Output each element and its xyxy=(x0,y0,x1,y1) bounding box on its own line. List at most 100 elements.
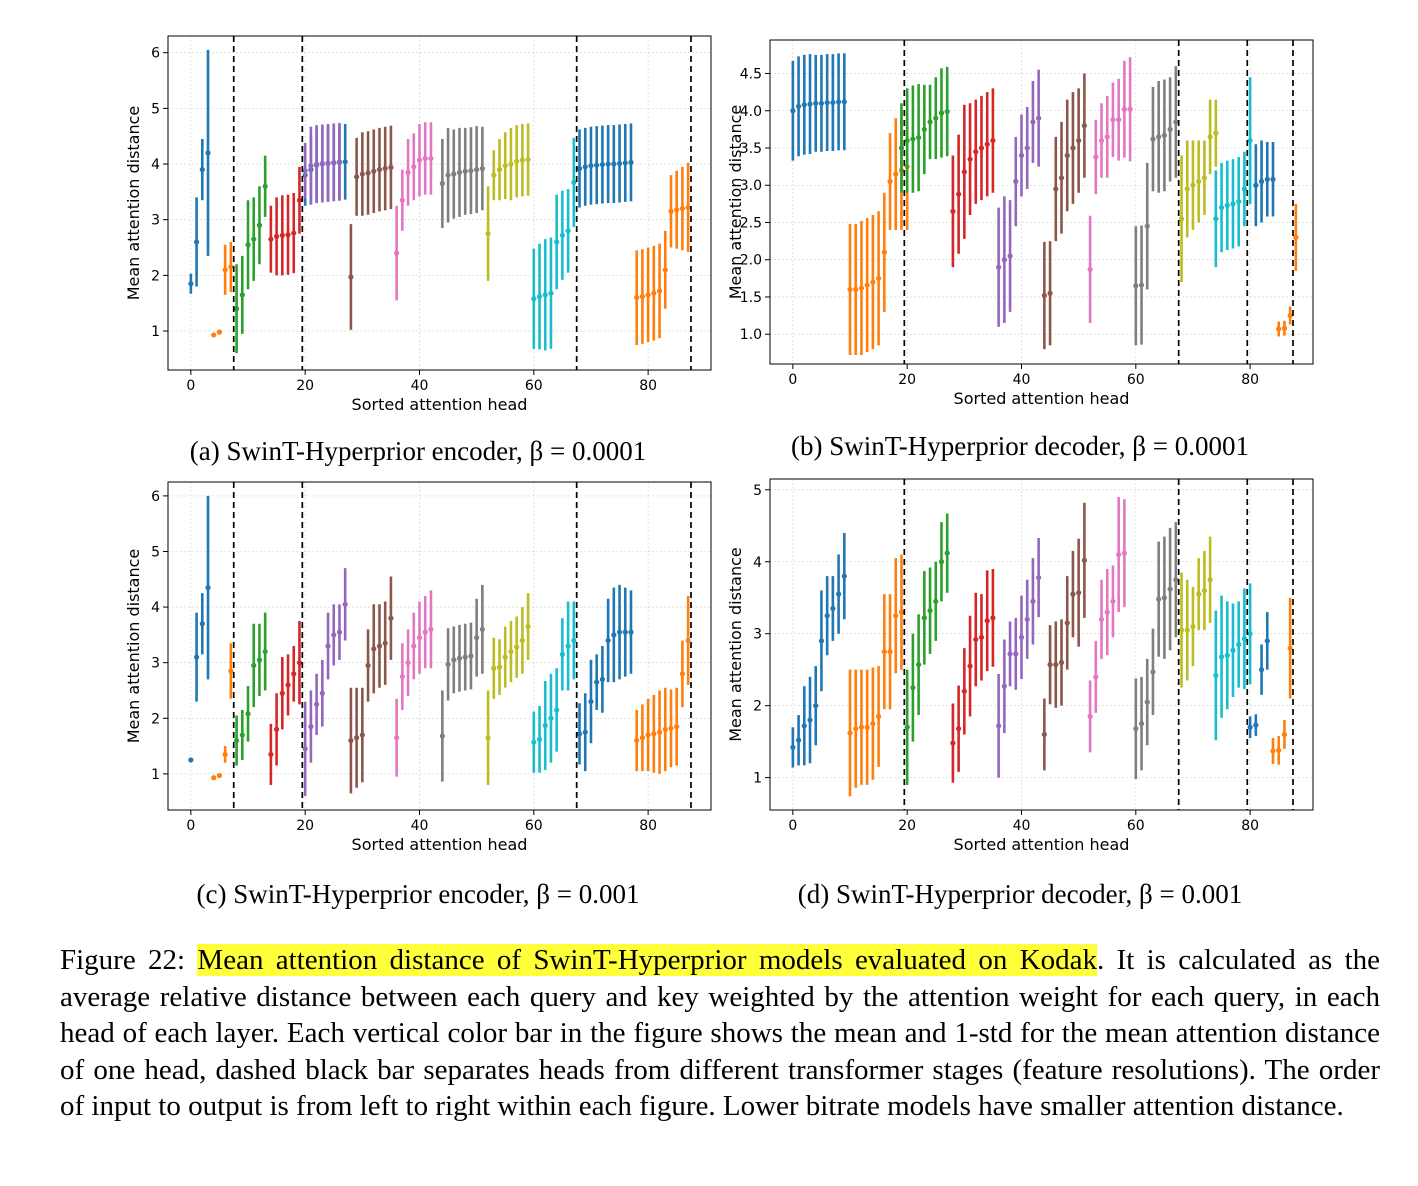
mean-point xyxy=(1258,667,1265,673)
mean-point xyxy=(525,156,531,163)
mean-point xyxy=(388,615,394,621)
mean-point xyxy=(1053,662,1059,668)
mean-point xyxy=(1098,137,1105,144)
x-axis-label: Sorted attention head xyxy=(352,395,528,414)
mean-point xyxy=(371,168,377,174)
mean-point xyxy=(1201,175,1207,181)
mean-point xyxy=(239,292,245,298)
mean-point xyxy=(411,643,417,649)
x-tick-label: 60 xyxy=(525,818,543,834)
mean-point xyxy=(801,102,807,108)
mean-point xyxy=(325,643,331,649)
mean-point xyxy=(668,725,674,731)
mean-point xyxy=(950,208,956,214)
mean-point xyxy=(1161,595,1167,601)
mean-point xyxy=(685,637,691,644)
mean-point xyxy=(405,660,411,666)
mean-point xyxy=(1270,176,1276,182)
x-tick-label: 0 xyxy=(788,372,797,388)
mean-point xyxy=(927,119,933,125)
mean-point xyxy=(542,722,548,729)
subfigure-caption: (a) SwinT-Hyperprior encoder, β = 0.0001 xyxy=(190,436,647,466)
mean-point xyxy=(662,726,668,732)
mean-point xyxy=(576,165,583,172)
mean-point xyxy=(1047,290,1053,296)
mean-point xyxy=(628,159,634,165)
mean-point xyxy=(668,208,674,214)
mean-point xyxy=(881,249,887,255)
mean-point xyxy=(876,713,882,720)
mean-point xyxy=(887,649,893,655)
mean-point xyxy=(188,757,194,763)
y-tick-label: 4.5 xyxy=(740,67,762,83)
mean-point xyxy=(456,169,463,175)
mean-point xyxy=(279,690,285,696)
mean-point xyxy=(616,629,623,635)
y-tick-label: 2 xyxy=(151,711,160,727)
mean-point xyxy=(582,729,588,735)
y-tick-label: 2 xyxy=(753,699,762,715)
mean-point xyxy=(807,101,813,107)
x-axis-label: Sorted attention head xyxy=(352,835,528,854)
mean-point xyxy=(399,673,405,680)
chart-a: 0 20 40 60 80 1 2 3 4 5 6 Sorted attention head Mean… xyxy=(124,35,712,466)
mean-point xyxy=(354,735,360,741)
mean-point xyxy=(336,159,343,165)
y-tick-label: 3.5 xyxy=(740,141,762,157)
mean-point xyxy=(1241,636,1248,642)
mean-point xyxy=(1064,620,1070,626)
y-tick-label: 3 xyxy=(753,627,762,643)
mean-point xyxy=(1178,216,1185,222)
mean-point xyxy=(474,635,480,641)
mean-point xyxy=(898,145,905,151)
mean-point xyxy=(1018,152,1025,159)
mean-point xyxy=(325,160,331,166)
x-tick-label: 80 xyxy=(1241,818,1259,834)
mean-point xyxy=(319,690,325,696)
x-tick-label: 20 xyxy=(898,372,916,388)
mean-point xyxy=(1098,616,1105,622)
mean-point xyxy=(824,99,830,106)
mean-point xyxy=(1281,325,1288,331)
caption-highlight: Mean attention distance of SwinT-Hyperpr… xyxy=(197,944,1097,976)
mean-point xyxy=(870,721,876,727)
mean-point xyxy=(542,292,548,298)
mean-point xyxy=(1133,283,1139,289)
mean-point xyxy=(1070,145,1076,151)
mean-point xyxy=(818,100,825,106)
mean-point xyxy=(904,724,910,730)
mean-point xyxy=(559,651,565,657)
mean-point xyxy=(1150,669,1156,675)
mean-point xyxy=(645,292,651,298)
mean-point xyxy=(628,629,634,635)
mean-point xyxy=(319,160,325,167)
y-axis-label: Mean attention distance xyxy=(124,549,143,744)
mean-point xyxy=(651,731,657,737)
mean-point xyxy=(830,605,836,612)
mean-point xyxy=(456,655,463,661)
mean-point xyxy=(1150,136,1156,142)
mean-point xyxy=(599,676,606,682)
subfigure-caption: (d) SwinT-Hyperprior decoder, β = 0.001 xyxy=(798,879,1243,909)
y-tick-label: 3.0 xyxy=(740,178,762,194)
mean-point xyxy=(508,648,514,655)
x-tick-label: 60 xyxy=(525,378,543,394)
mean-point xyxy=(1121,550,1127,556)
mean-point xyxy=(639,735,646,741)
mean-point xyxy=(1264,176,1270,182)
mean-point xyxy=(853,286,859,293)
y-tick-label: 4 xyxy=(151,157,160,173)
mean-point xyxy=(870,279,876,285)
mean-point xyxy=(474,167,480,173)
mean-point xyxy=(536,736,543,742)
mean-point xyxy=(990,615,996,621)
mean-point xyxy=(228,264,234,270)
mean-point xyxy=(835,591,842,597)
mean-point xyxy=(502,654,508,660)
mean-point xyxy=(485,735,491,741)
mean-point xyxy=(1276,747,1282,753)
mean-point xyxy=(1247,137,1253,144)
mean-point xyxy=(445,661,451,667)
mean-point xyxy=(1081,557,1087,563)
mean-point xyxy=(262,183,268,189)
